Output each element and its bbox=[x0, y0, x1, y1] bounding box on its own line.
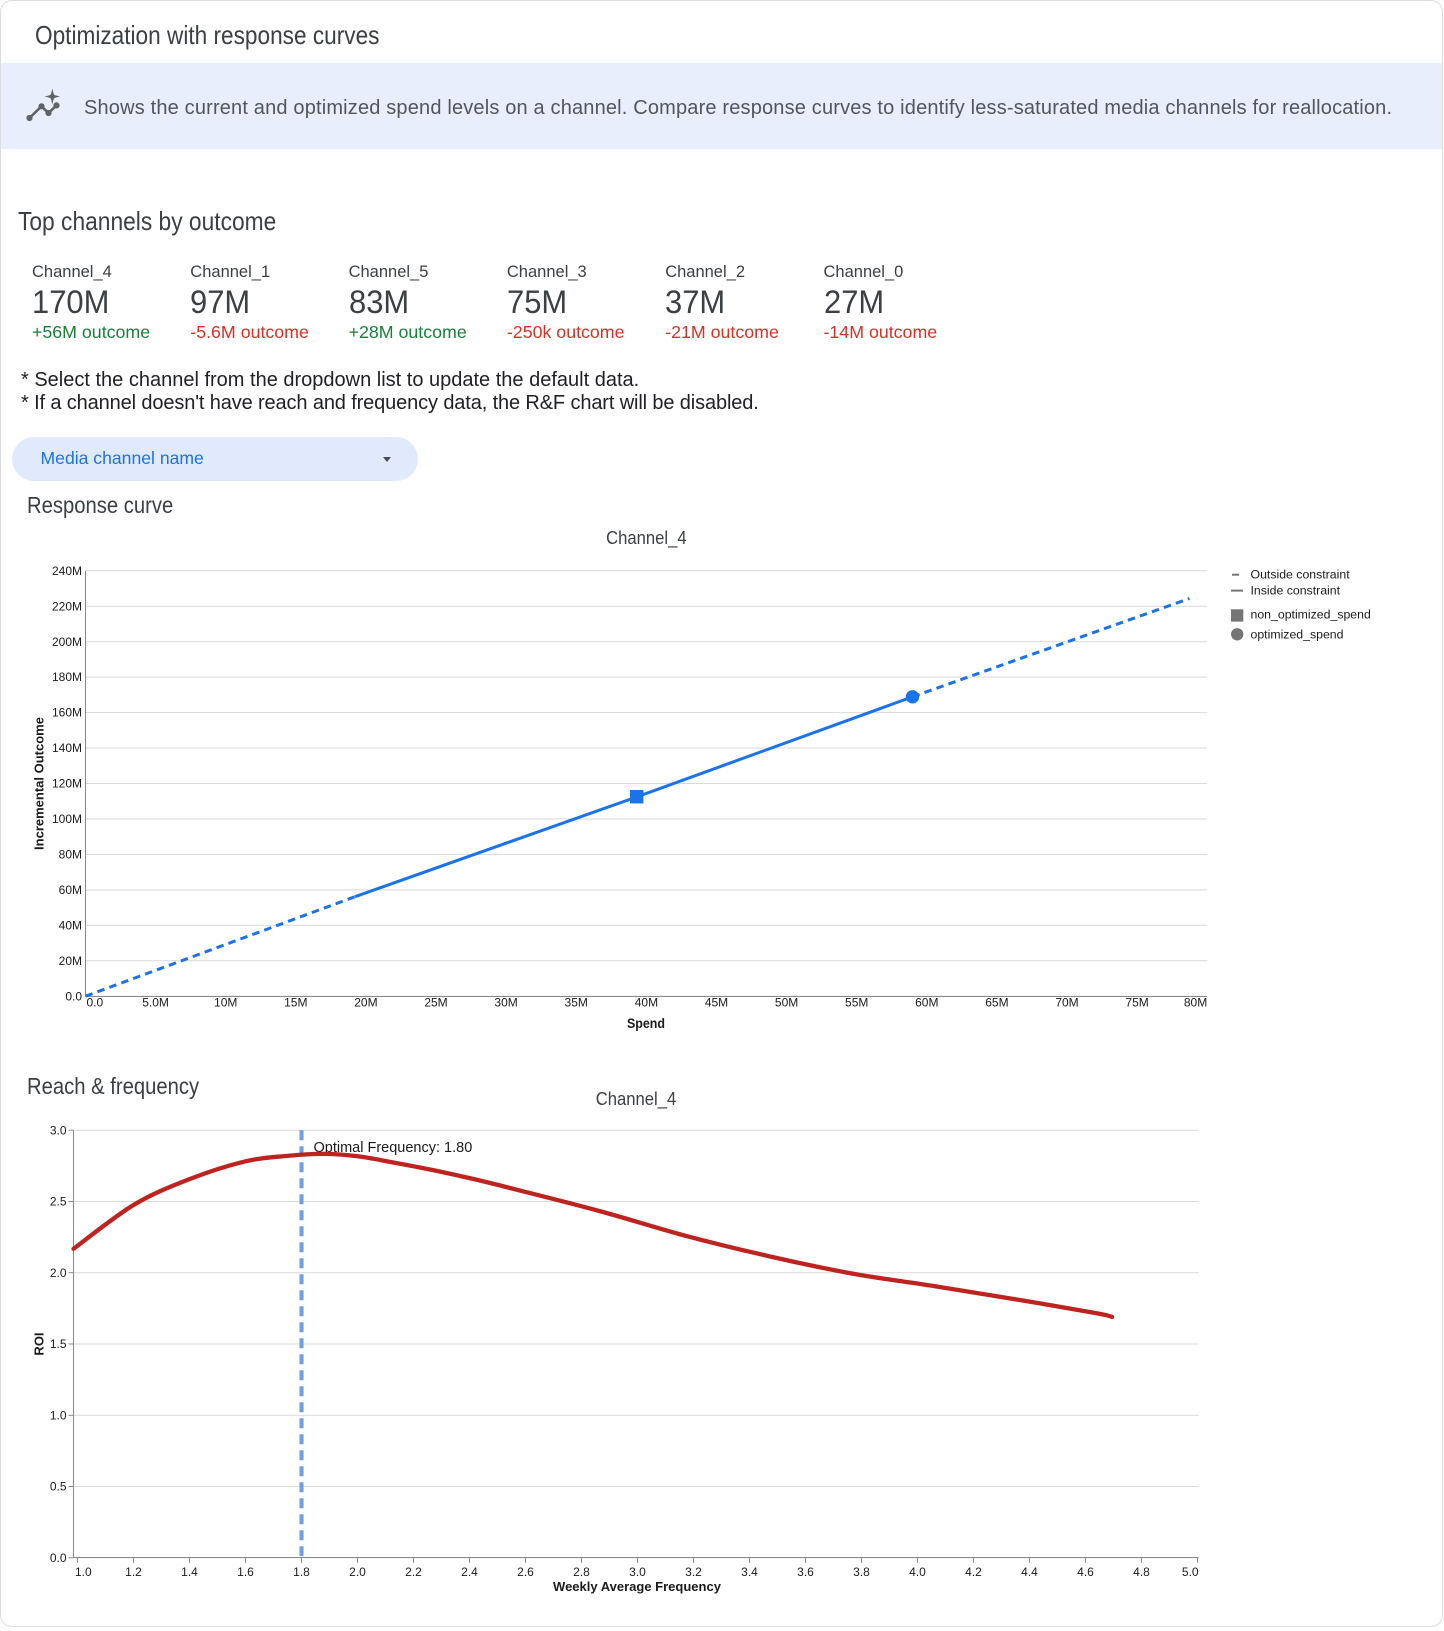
svg-text:optimized_spend: optimized_spend bbox=[1251, 628, 1344, 642]
svg-text:Channel_4: Channel_4 bbox=[606, 528, 687, 549]
svg-text:0.0: 0.0 bbox=[50, 1551, 67, 1565]
svg-text:4.2: 4.2 bbox=[965, 1565, 982, 1579]
svg-text:1.4: 1.4 bbox=[181, 1565, 198, 1579]
svg-text:Channel_4: Channel_4 bbox=[596, 1089, 677, 1110]
svg-text:ROI: ROI bbox=[32, 1332, 47, 1355]
svg-text:40M: 40M bbox=[59, 918, 82, 932]
svg-text:Incremental Outcome: Incremental Outcome bbox=[32, 717, 47, 850]
svg-text:5.0: 5.0 bbox=[1182, 1565, 1199, 1579]
svg-text:1.5: 1.5 bbox=[50, 1337, 67, 1351]
svg-text:200M: 200M bbox=[52, 635, 82, 649]
svg-text:2.5: 2.5 bbox=[50, 1195, 67, 1209]
svg-text:0.0: 0.0 bbox=[87, 995, 104, 1009]
svg-text:50M: 50M bbox=[775, 995, 798, 1009]
svg-text:10M: 10M bbox=[214, 995, 237, 1009]
svg-text:0.5: 0.5 bbox=[50, 1480, 67, 1494]
svg-text:180M: 180M bbox=[52, 670, 82, 684]
svg-text:25M: 25M bbox=[424, 995, 447, 1009]
svg-text:80M: 80M bbox=[1184, 995, 1207, 1009]
svg-text:4.8: 4.8 bbox=[1133, 1565, 1150, 1579]
svg-text:45M: 45M bbox=[705, 995, 728, 1009]
svg-text:240M: 240M bbox=[52, 564, 82, 578]
svg-text:140M: 140M bbox=[52, 741, 82, 755]
svg-text:220M: 220M bbox=[52, 599, 82, 613]
svg-text:20M: 20M bbox=[59, 954, 82, 968]
svg-text:1.6: 1.6 bbox=[237, 1565, 254, 1579]
svg-text:35M: 35M bbox=[565, 995, 588, 1009]
svg-text:15M: 15M bbox=[284, 995, 307, 1009]
svg-text:1.2: 1.2 bbox=[125, 1565, 142, 1579]
svg-text:2.4: 2.4 bbox=[461, 1565, 478, 1579]
svg-text:non_optimized_spend: non_optimized_spend bbox=[1251, 608, 1371, 622]
svg-text:65M: 65M bbox=[985, 995, 1008, 1009]
svg-text:Inside constraint: Inside constraint bbox=[1251, 584, 1341, 598]
svg-text:3.4: 3.4 bbox=[741, 1565, 758, 1579]
svg-text:60M: 60M bbox=[915, 995, 938, 1009]
svg-text:Outside constraint: Outside constraint bbox=[1251, 568, 1351, 582]
svg-text:0.0: 0.0 bbox=[65, 989, 82, 1003]
svg-text:40M: 40M bbox=[635, 995, 658, 1009]
svg-text:3.2: 3.2 bbox=[685, 1565, 702, 1579]
svg-text:4.6: 4.6 bbox=[1077, 1565, 1094, 1579]
svg-text:3.8: 3.8 bbox=[853, 1565, 870, 1579]
svg-text:100M: 100M bbox=[52, 812, 82, 826]
svg-text:20M: 20M bbox=[354, 995, 377, 1009]
svg-text:75M: 75M bbox=[1125, 995, 1148, 1009]
svg-text:60M: 60M bbox=[59, 883, 82, 897]
svg-text:4.0: 4.0 bbox=[909, 1565, 926, 1579]
svg-text:Weekly Average Frequency: Weekly Average Frequency bbox=[553, 1579, 722, 1594]
svg-text:30M: 30M bbox=[494, 995, 517, 1009]
svg-text:4.4: 4.4 bbox=[1021, 1565, 1038, 1579]
svg-text:3.0: 3.0 bbox=[50, 1123, 67, 1137]
svg-text:2.2: 2.2 bbox=[405, 1565, 422, 1579]
svg-text:3.6: 3.6 bbox=[797, 1565, 814, 1579]
svg-text:2.0: 2.0 bbox=[349, 1565, 366, 1579]
svg-text:120M: 120M bbox=[52, 777, 82, 791]
svg-text:5.0M: 5.0M bbox=[142, 995, 169, 1009]
svg-text:Spend: Spend bbox=[627, 1016, 665, 1032]
svg-text:1.0: 1.0 bbox=[50, 1409, 67, 1423]
svg-text:1.8: 1.8 bbox=[293, 1565, 310, 1579]
svg-text:2.8: 2.8 bbox=[573, 1565, 590, 1579]
svg-text:160M: 160M bbox=[52, 706, 82, 720]
svg-text:70M: 70M bbox=[1055, 995, 1078, 1009]
svg-text:1.0: 1.0 bbox=[75, 1565, 92, 1579]
svg-text:80M: 80M bbox=[59, 848, 82, 862]
svg-text:2.0: 2.0 bbox=[50, 1266, 67, 1280]
svg-text:3.0: 3.0 bbox=[629, 1565, 646, 1579]
svg-text:Optimal Frequency: 1.80: Optimal Frequency: 1.80 bbox=[314, 1140, 473, 1156]
svg-text:55M: 55M bbox=[845, 995, 868, 1009]
svg-text:2.6: 2.6 bbox=[517, 1565, 534, 1579]
